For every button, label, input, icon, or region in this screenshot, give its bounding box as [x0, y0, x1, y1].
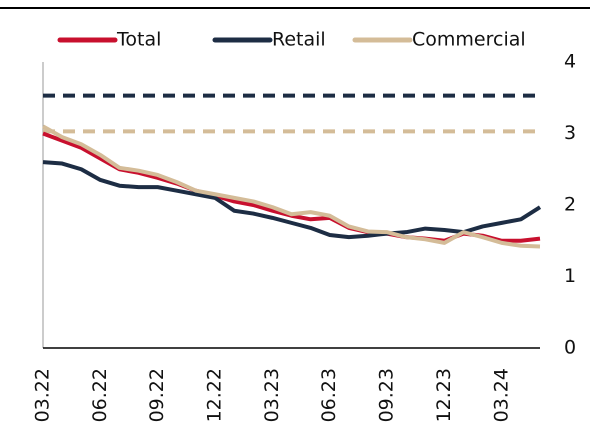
x-tick-label: 09.22 [146, 368, 168, 422]
legend-label: Total [116, 29, 161, 51]
series-line [42, 124, 541, 249]
y-tick-label: 3 [564, 122, 576, 144]
x-tick-label: 03.23 [261, 368, 283, 422]
x-tick-label: 06.23 [318, 368, 340, 422]
y-tick-label: 1 [564, 265, 576, 287]
x-tick-label: 12.22 [204, 368, 226, 422]
legend-label: Retail [272, 29, 326, 51]
y-tick-label: 2 [564, 194, 576, 216]
legend-label: Commercial [412, 29, 526, 51]
x-tick-label: 03.22 [32, 368, 54, 422]
x-tick-label: 09.23 [376, 368, 398, 422]
x-tick-label: 03.24 [490, 368, 512, 422]
y-tick-label: 0 [564, 337, 576, 359]
x-tick-label: 12.23 [433, 368, 455, 422]
y-tick-label: 4 [564, 51, 576, 73]
series-line [42, 160, 542, 240]
x-tick-label: 06.22 [89, 368, 111, 422]
